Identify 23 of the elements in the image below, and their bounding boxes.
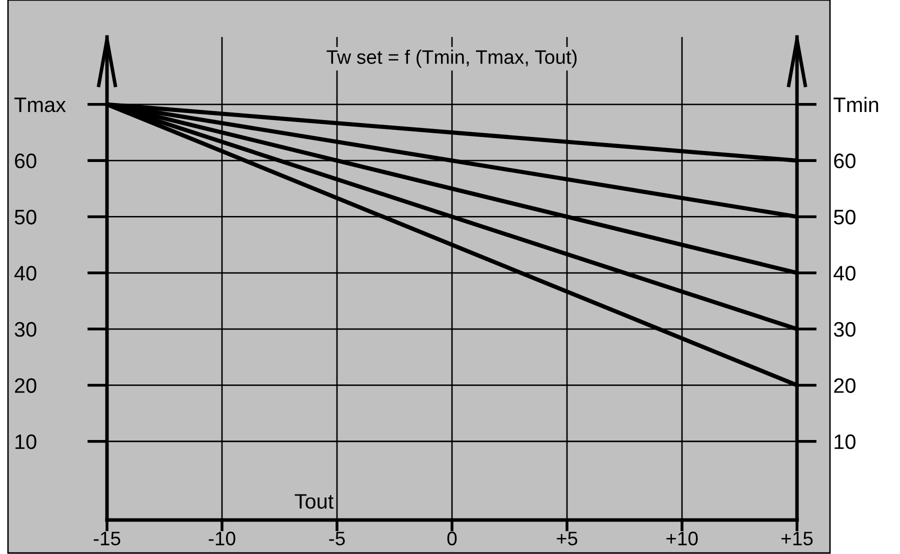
y2-tick-label: Tmin: [834, 96, 878, 112]
y-tick-label: 60: [15, 154, 36, 168]
y2-tick-label: 20: [834, 378, 856, 393]
y2-tick-label: 40: [834, 266, 856, 281]
x-tick-label: 0: [447, 532, 457, 546]
y-tick-label: Tmax: [14, 98, 66, 112]
y-tick-label: 30: [14, 322, 36, 337]
x-axis-title: Tout: [294, 494, 334, 509]
x-tick-label: -5: [329, 532, 345, 546]
y2-tick-label: 10: [834, 434, 856, 450]
y-tick-label: 50: [14, 210, 36, 224]
y-tick-label: 10: [16, 434, 36, 450]
y-tick-label: 20: [14, 378, 36, 393]
y2-tick-label: 50: [834, 210, 856, 224]
x-tick-label: -10: [208, 532, 236, 546]
y2-tick-label: 30: [834, 322, 856, 337]
y2-tick-label: 60: [834, 154, 856, 168]
text: Tw set = f (Tmin, Tmax, Tout): [326, 50, 577, 68]
x-tick-label: -15: [94, 532, 120, 546]
x-tick-label: +15: [781, 532, 813, 546]
x-tick-label: +5: [556, 532, 578, 546]
x-tick-label: +10: [666, 532, 698, 546]
y-tick-label: 40: [14, 266, 36, 281]
